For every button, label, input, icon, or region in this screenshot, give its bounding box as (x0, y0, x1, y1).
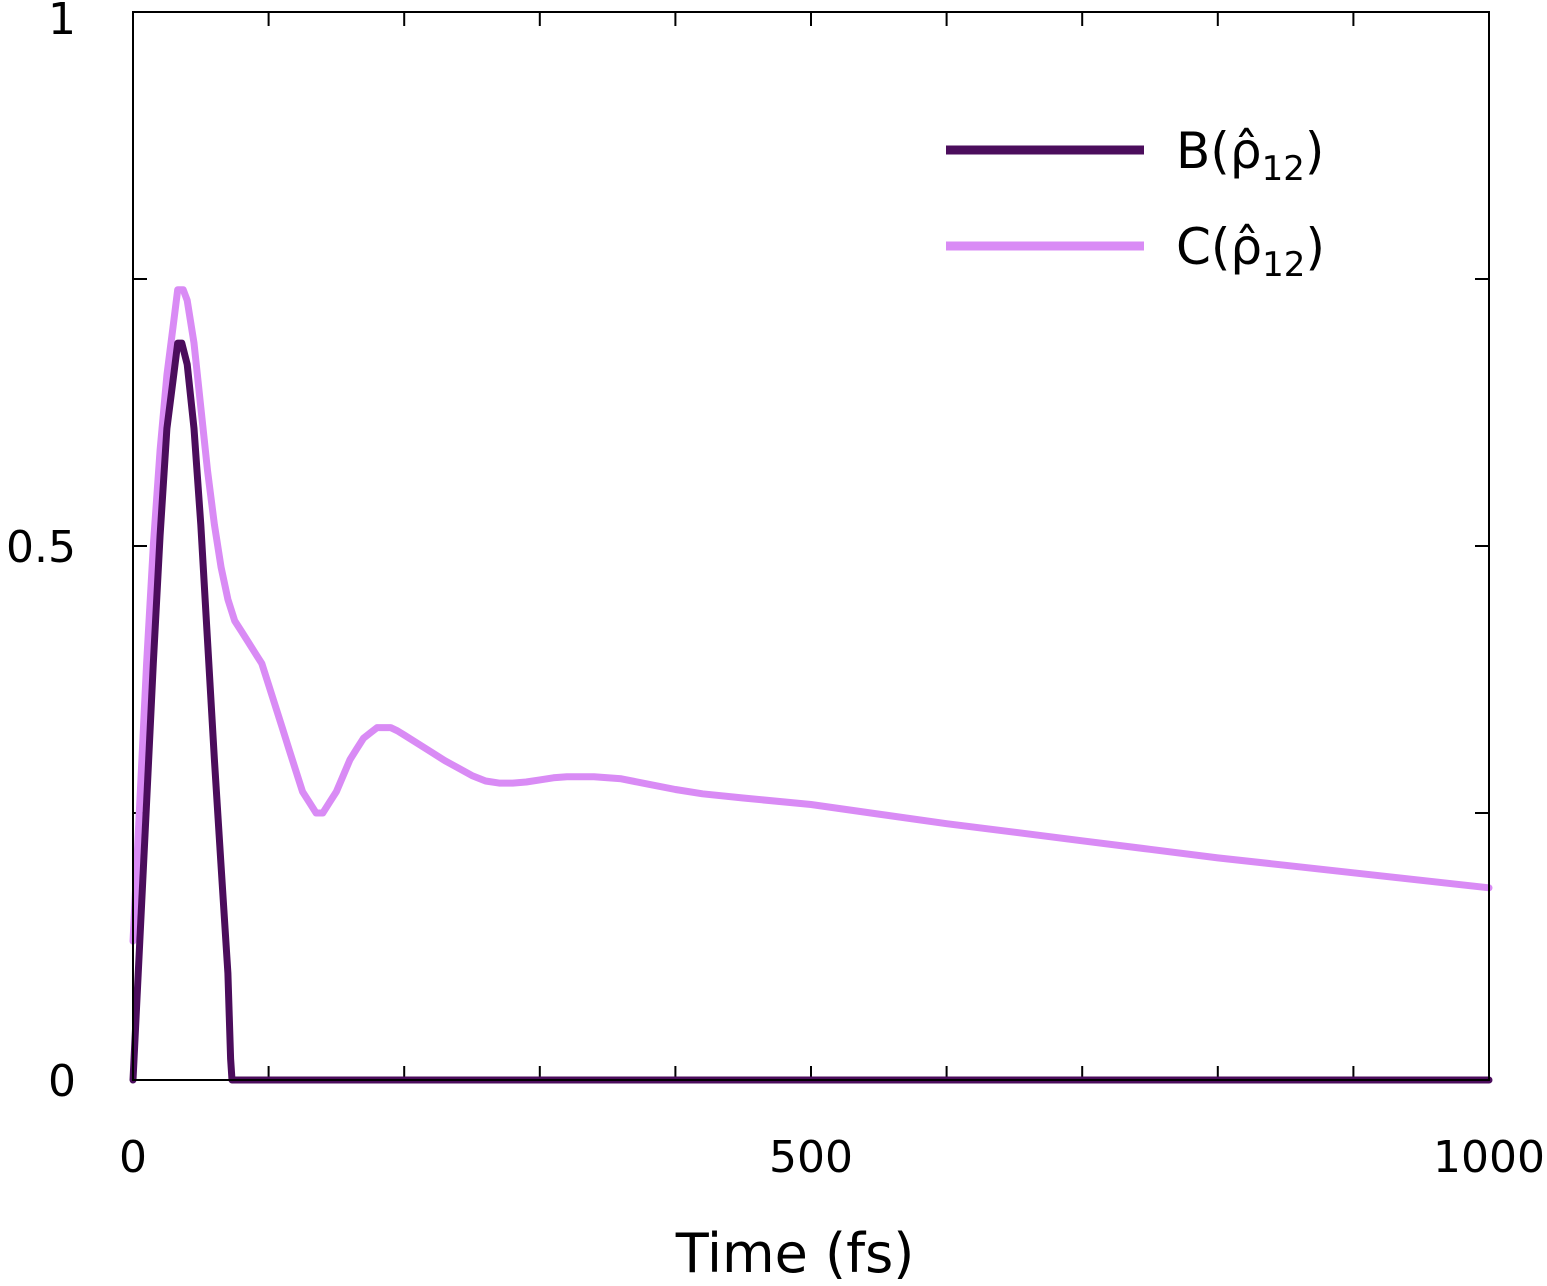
y-tick-label: 0.5 (6, 522, 76, 573)
series-layer (129, 286, 1493, 1084)
x-tick-label: 0 (119, 1132, 147, 1183)
x-axis-title: Time (fs) (675, 1222, 915, 1285)
legend-label-0: B(ρ̂12) (1176, 122, 1324, 189)
y-tick-label: 0 (48, 1056, 76, 1107)
series-line-1 (129, 286, 1493, 945)
plot-frame (132, 11, 1490, 1081)
x-tick-label: 500 (769, 1132, 853, 1183)
y-tick-label: 1 (48, 0, 76, 45)
legend-label-1: C(ρ̂12) (1176, 218, 1325, 285)
x-tick-label: 1000 (1433, 1132, 1545, 1183)
series-line-0 (129, 339, 1493, 1084)
legend: B(ρ̂12) C(ρ̂12) (946, 122, 1325, 285)
tick-labels: 0 500 1000 0 0.5 1 (6, 0, 1545, 1183)
